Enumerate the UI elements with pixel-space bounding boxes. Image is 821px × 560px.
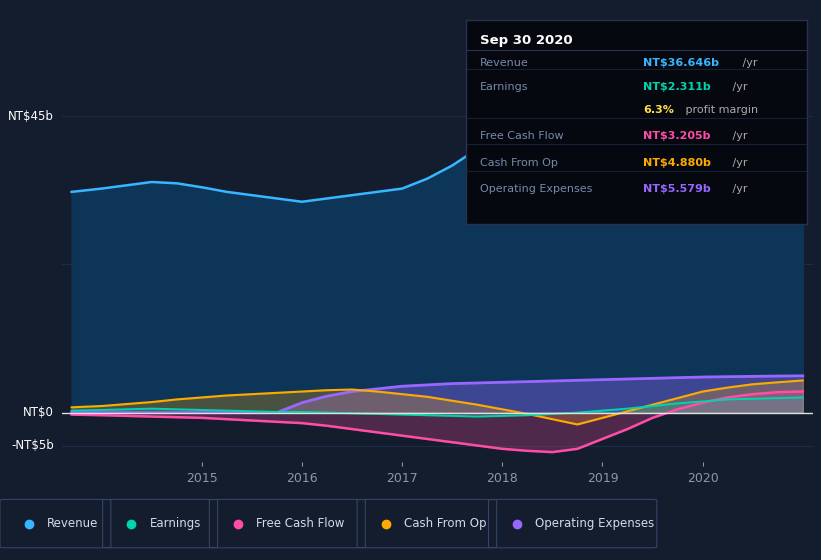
Text: NT$36.646b: NT$36.646b (644, 58, 719, 68)
Text: Operating Expenses: Operating Expenses (480, 184, 592, 194)
Text: Earnings: Earnings (149, 517, 201, 530)
Text: Revenue: Revenue (480, 58, 529, 68)
Text: 6.3%: 6.3% (644, 105, 674, 115)
Text: profit margin: profit margin (681, 105, 758, 115)
Text: /yr: /yr (729, 184, 748, 194)
Text: /yr: /yr (739, 58, 758, 68)
Text: NT$3.205b: NT$3.205b (644, 131, 711, 141)
Text: Operating Expenses: Operating Expenses (535, 517, 654, 530)
Text: NT$5.579b: NT$5.579b (644, 184, 711, 194)
Text: Earnings: Earnings (480, 82, 529, 92)
Text: NT$0: NT$0 (23, 406, 54, 419)
Text: Revenue: Revenue (47, 517, 99, 530)
Text: /yr: /yr (729, 131, 748, 141)
Text: Cash From Op: Cash From Op (404, 517, 486, 530)
Text: Free Cash Flow: Free Cash Flow (480, 131, 563, 141)
Text: NT$4.880b: NT$4.880b (644, 158, 711, 167)
Text: NT$45b: NT$45b (8, 110, 54, 123)
Text: Cash From Op: Cash From Op (480, 158, 557, 167)
Text: /yr: /yr (729, 82, 748, 92)
Text: Sep 30 2020: Sep 30 2020 (480, 34, 572, 47)
Text: NT$2.311b: NT$2.311b (644, 82, 711, 92)
Text: /yr: /yr (729, 158, 748, 167)
Text: Free Cash Flow: Free Cash Flow (256, 517, 345, 530)
Text: -NT$5b: -NT$5b (11, 439, 54, 452)
